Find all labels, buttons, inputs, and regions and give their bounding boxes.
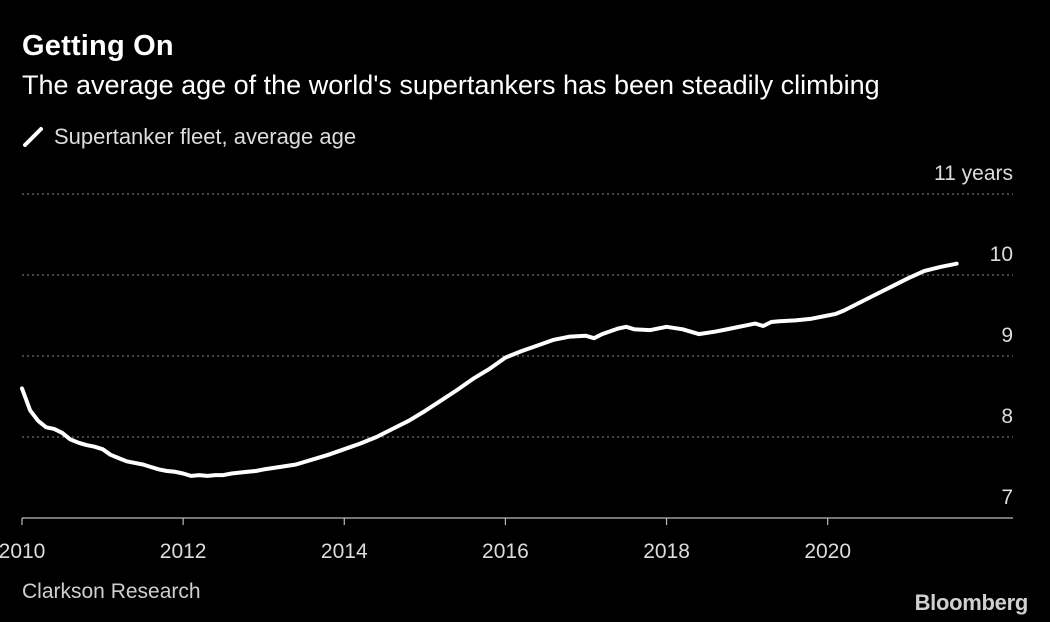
series-line-supertanker-average-age bbox=[20, 261, 959, 478]
chart-subtitle: The average age of the world's supertank… bbox=[22, 70, 880, 100]
x-tick-label: 2012 bbox=[160, 540, 207, 563]
y-tick-label: 8 bbox=[1001, 405, 1013, 428]
y-tick-label: 7 bbox=[1001, 486, 1013, 509]
x-tick-label: 2014 bbox=[321, 540, 368, 563]
x-tick-label: 2020 bbox=[804, 540, 851, 563]
y-tick-label: 11 years bbox=[934, 162, 1013, 185]
x-tick-label: 2016 bbox=[482, 540, 529, 563]
chart-title: Getting On bbox=[22, 30, 174, 62]
x-tick-label: 2010 bbox=[0, 540, 45, 563]
y-tick-label: 9 bbox=[1001, 324, 1013, 347]
legend-line-icon bbox=[23, 127, 43, 147]
y-tick-label: 10 bbox=[990, 243, 1013, 266]
legend-label: Supertanker fleet, average age bbox=[54, 124, 357, 149]
source-note: Clarkson Research bbox=[22, 580, 201, 603]
x-tick-label: 2018 bbox=[643, 540, 690, 563]
legend: Supertanker fleet, average age bbox=[22, 124, 356, 150]
bloomberg-logo: Bloomberg bbox=[914, 590, 1029, 615]
